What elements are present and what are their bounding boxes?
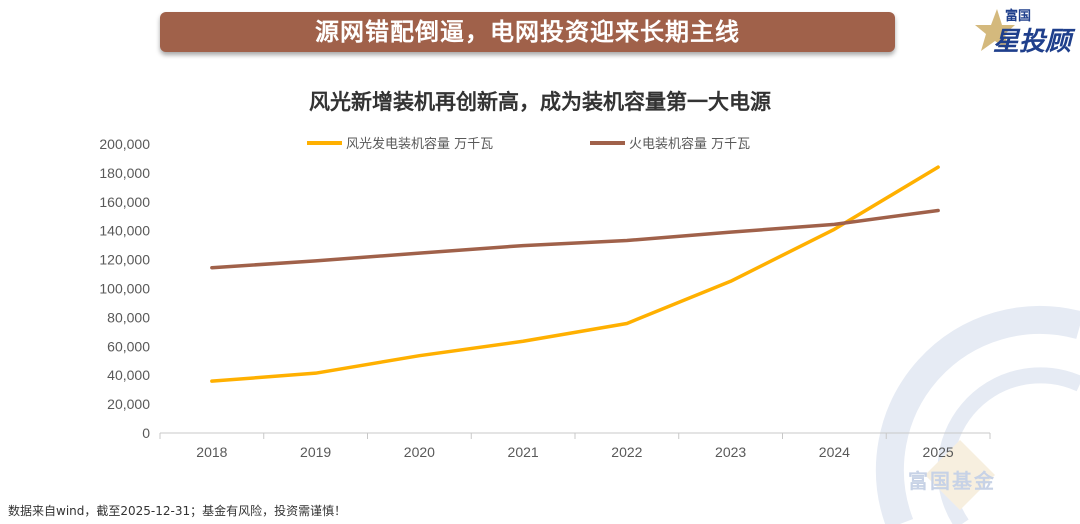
x-tick-label: 2024: [819, 444, 850, 460]
y-tick-label: 160,000: [99, 194, 150, 210]
x-tick-label: 2020: [404, 444, 435, 460]
logo-text-top: 富国: [1005, 9, 1032, 24]
x-tick-label: 2022: [611, 444, 642, 460]
series-line-1: [210, 165, 940, 383]
x-tick-label: 2019: [300, 444, 331, 460]
y-tick-label: 140,000: [99, 223, 150, 239]
y-tick-label: 20,000: [107, 396, 150, 412]
logo-text-bottom: 星投顾: [993, 27, 1072, 57]
brand-logo: 富国 星投顾: [975, 5, 1075, 57]
series-line-2: [210, 208, 940, 270]
x-tick-label: 2025: [923, 444, 954, 460]
y-tick-label: 60,000: [107, 338, 150, 354]
y-tick-label: 80,000: [107, 309, 150, 325]
chart-title: 风光新增装机再创新高，成为装机容量第一大电源: [309, 90, 771, 114]
star-icon: [975, 9, 1015, 51]
legend-label: 火电装机容量 万千瓦: [629, 136, 750, 152]
watermark-text: 富国基金: [908, 469, 996, 493]
y-tick-label: 0: [142, 425, 150, 441]
y-tick-label: 120,000: [99, 252, 150, 268]
y-tick-label: 100,000: [99, 281, 150, 297]
x-tick-label: 2023: [715, 444, 746, 460]
source-note: 数据来自wind，截至2025-12-31；基金有风险，投资需谨慎！: [8, 504, 347, 518]
legend-label: 风光发电装机容量 万千瓦: [346, 136, 493, 152]
y-tick-label: 180,000: [99, 165, 150, 181]
y-tick-label: 200,000: [99, 136, 150, 152]
x-tick-label: 2021: [508, 444, 539, 460]
x-tick-label: 2018: [196, 444, 227, 460]
watermark-emblem: [876, 305, 1080, 524]
y-tick-label: 40,000: [107, 367, 150, 383]
header-banner: 源网错配倒逼，电网投资迎来长期主线: [160, 12, 895, 52]
